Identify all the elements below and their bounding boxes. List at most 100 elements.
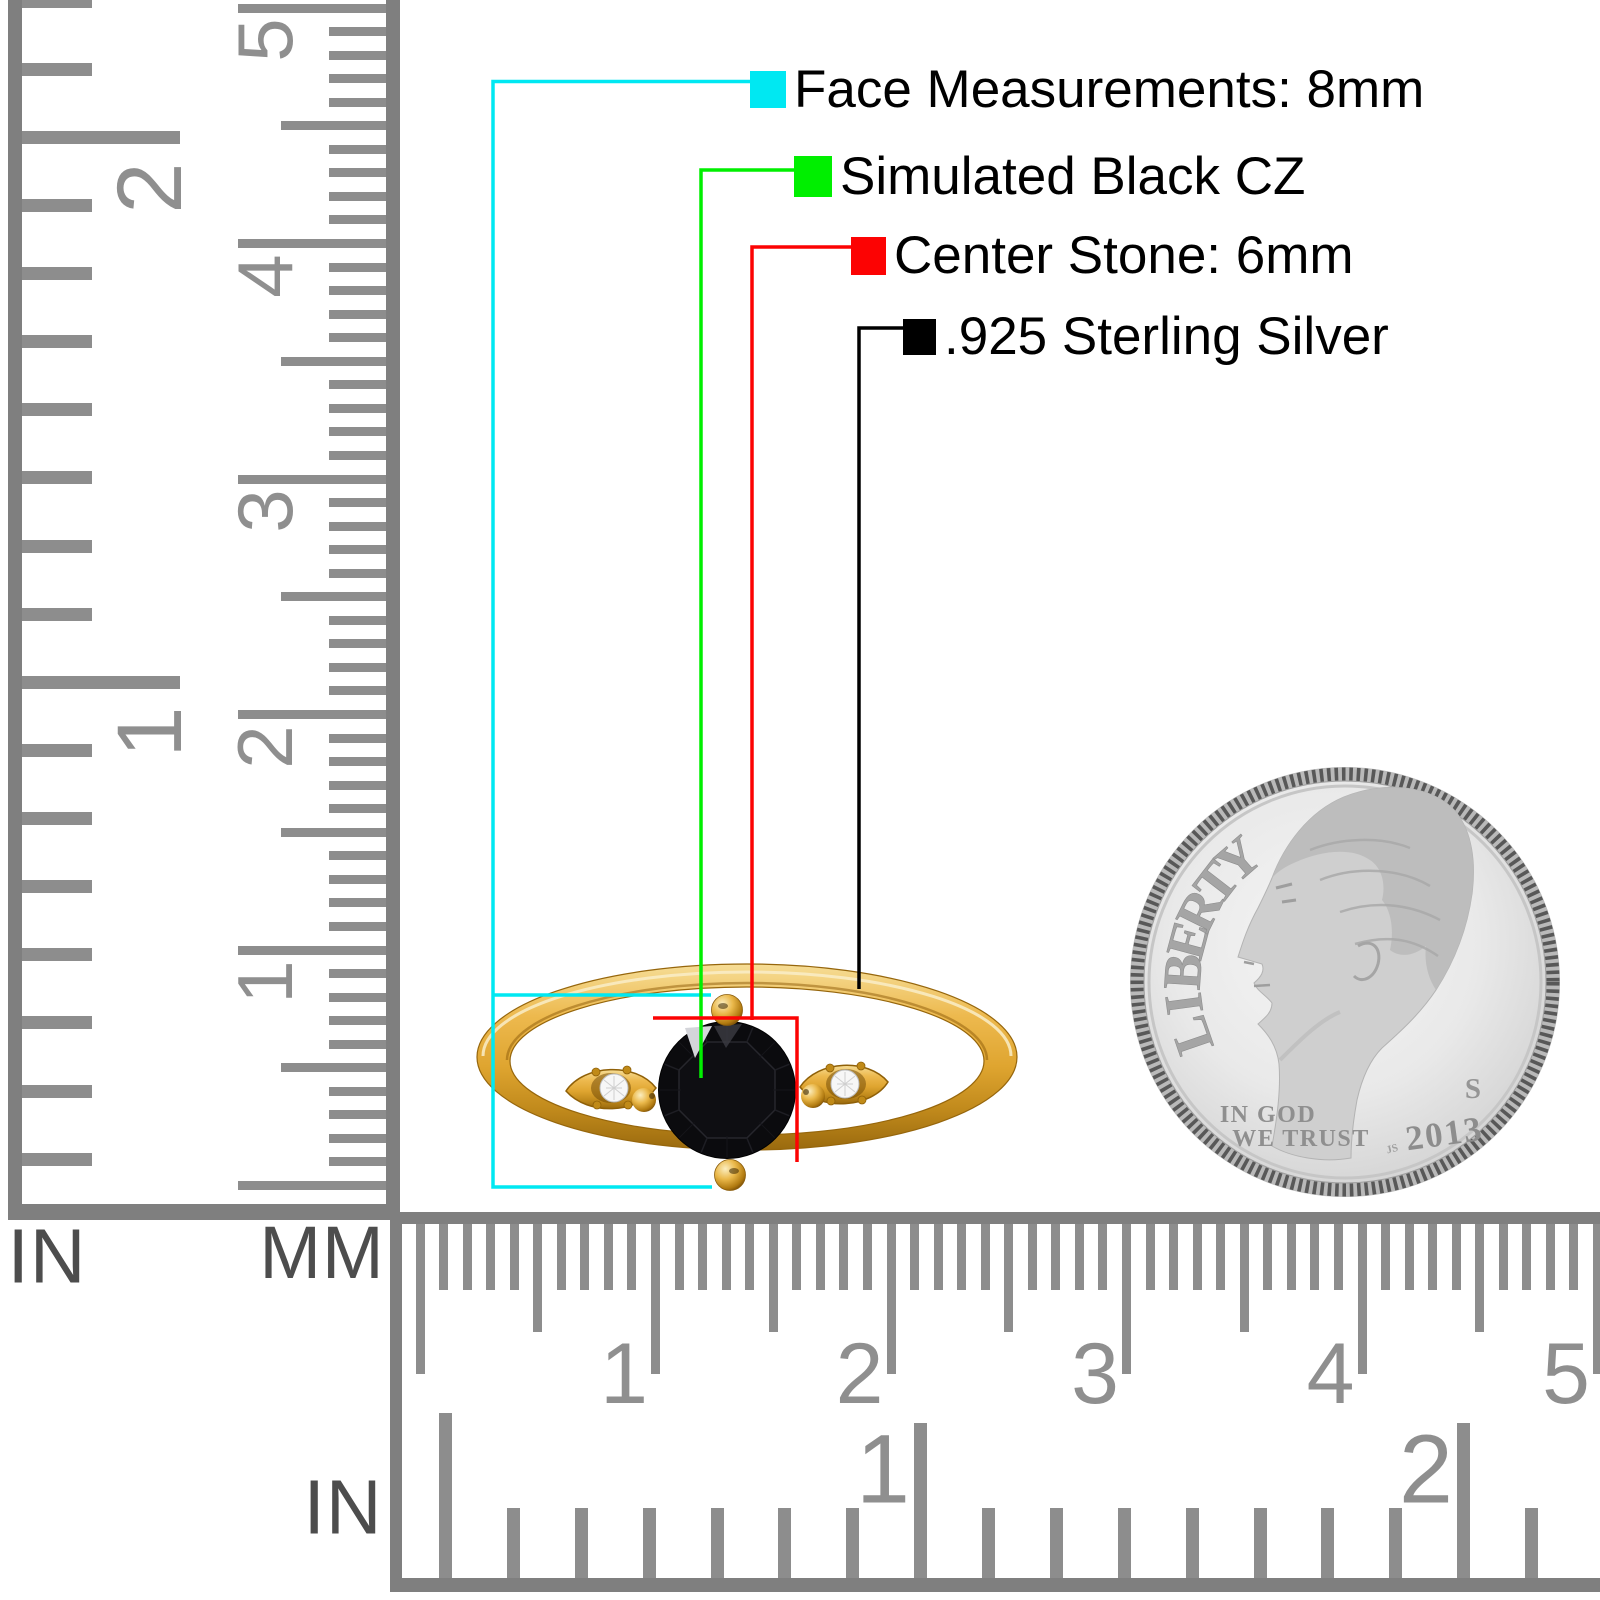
annotation-lines: [491, 79, 903, 1189]
inch-tick: [439, 1413, 452, 1578]
mm-tick: [329, 333, 386, 343]
mm-tick: [329, 74, 386, 84]
portrait-hair-strands: [1309, 838, 1441, 958]
legend-row-face: Face Measurements: 8mm: [750, 63, 1424, 116]
stone-girdle-facet: [774, 1109, 790, 1117]
mm-tick: [1004, 1224, 1014, 1332]
ruler-number: 2: [1399, 1414, 1453, 1524]
mm-tick: [329, 615, 386, 625]
mm-tick: [957, 1224, 967, 1290]
mm-tick: [1333, 1224, 1343, 1290]
mm-tick: [486, 1224, 496, 1290]
inch-tick: [1389, 1508, 1403, 1578]
mm-tick: [1027, 1224, 1037, 1290]
stone-girdle-facet: [746, 1027, 754, 1043]
mm-tick: [329, 662, 386, 672]
mm-tick: [1122, 1224, 1131, 1374]
mm-tick: [768, 1224, 778, 1332]
mm-tick: [281, 1063, 386, 1073]
mm-tick: [603, 1224, 613, 1290]
face-measurement-label: Face Measurements: 8mm: [794, 60, 1425, 119]
mm-tick: [627, 1224, 637, 1290]
inch-tick: [22, 471, 92, 485]
mm-tick: [329, 1157, 386, 1167]
inch-tick: [914, 1423, 928, 1578]
mm-tick: [329, 545, 386, 555]
mm-tick: [674, 1224, 684, 1290]
mm-tick: [329, 403, 386, 413]
metal-label: .925 Sterling Silver: [944, 307, 1389, 366]
coin-mint-mark: S: [1465, 1073, 1481, 1105]
roosevelt-portrait: [1237, 787, 1474, 1161]
mm-tick: [1074, 1224, 1084, 1290]
mm-tick: [1051, 1224, 1061, 1290]
left-mm-ruler-edge: [386, 0, 400, 1218]
mm-tick: [533, 1224, 543, 1332]
stone-material-swatch: [794, 156, 832, 197]
gold-ring: [476, 963, 1018, 1191]
mm-tick: [329, 309, 386, 319]
mm-tick: [329, 191, 386, 201]
mm-tick: [980, 1224, 990, 1290]
mm-tick: [1216, 1224, 1226, 1290]
coin-designer-initials: JS: [1385, 1142, 1399, 1157]
inch-tick: [22, 0, 92, 8]
left-mm-ruler-unit-label: MM: [259, 1211, 385, 1294]
coin-reeded-edge: [1130, 767, 1560, 1197]
inch-tick: [22, 675, 180, 689]
inch-tick: [22, 1084, 92, 1098]
portrait-hair: [1272, 787, 1474, 990]
top-prong-ball: [711, 994, 743, 1026]
coin-motto-line2: WE TRUST: [1232, 1126, 1370, 1152]
black-center-stone: [658, 1021, 796, 1159]
stone-soft-highlight: [714, 1024, 742, 1048]
mm-tick: [329, 97, 386, 107]
face-measurement-line: [491, 79, 750, 1189]
mm-tick: [238, 3, 386, 13]
mm-tick: [580, 1224, 590, 1290]
metal-line: [857, 326, 903, 989]
mm-tick: [329, 992, 386, 1002]
left-ruler-baseline: [8, 1204, 400, 1220]
left-inch-ruler-unit-label: IN: [7, 1213, 87, 1300]
mm-tick: [329, 686, 386, 696]
right-gold-bead: [801, 1084, 825, 1108]
inch-tick: [22, 403, 92, 417]
inch-tick: [982, 1508, 995, 1578]
mm-tick: [1357, 1224, 1367, 1374]
face-measurement-swatch: [750, 71, 786, 108]
mm-tick: [238, 474, 386, 484]
legend-row-stone: Center Stone: 6mm: [851, 229, 1354, 282]
mm-tick: [886, 1224, 896, 1374]
stone-girdle-facet: [664, 1109, 680, 1117]
stone-material-line: [699, 168, 794, 1078]
bottom-ruler-top-edge: [390, 1212, 1600, 1224]
ruler-number: 1: [600, 1326, 648, 1422]
mm-tick: [329, 757, 386, 767]
mm-tick: [1310, 1224, 1320, 1290]
mm-tick: [1498, 1224, 1508, 1290]
mm-tick: [329, 1133, 386, 1143]
inch-tick: [22, 539, 92, 553]
stone-girdle-facet: [664, 1063, 680, 1071]
center-stone-line: [653, 245, 851, 1162]
left-gold-bead: [632, 1088, 656, 1112]
mm-tick: [1428, 1224, 1438, 1290]
mm-tick: [329, 427, 386, 437]
stone-girdle-facet: [678, 1041, 695, 1058]
mm-tick: [329, 804, 386, 814]
inch-tick: [22, 267, 92, 280]
ring-band-edge-line: [505, 981, 989, 1061]
mm-tick: [329, 450, 386, 460]
mm-tick: [329, 498, 386, 508]
inch-tick: [574, 1508, 588, 1578]
inch-tick: [22, 812, 92, 825]
inch-tick: [506, 1508, 520, 1578]
mm-tick: [556, 1224, 566, 1290]
legend-row-metal: .925 Sterling Silver: [903, 310, 1389, 363]
ruler-number: 3: [1071, 1326, 1119, 1422]
left-setting-beads: [591, 1065, 633, 1110]
mm-tick: [329, 921, 386, 931]
ruler-number: 2: [835, 1326, 884, 1422]
